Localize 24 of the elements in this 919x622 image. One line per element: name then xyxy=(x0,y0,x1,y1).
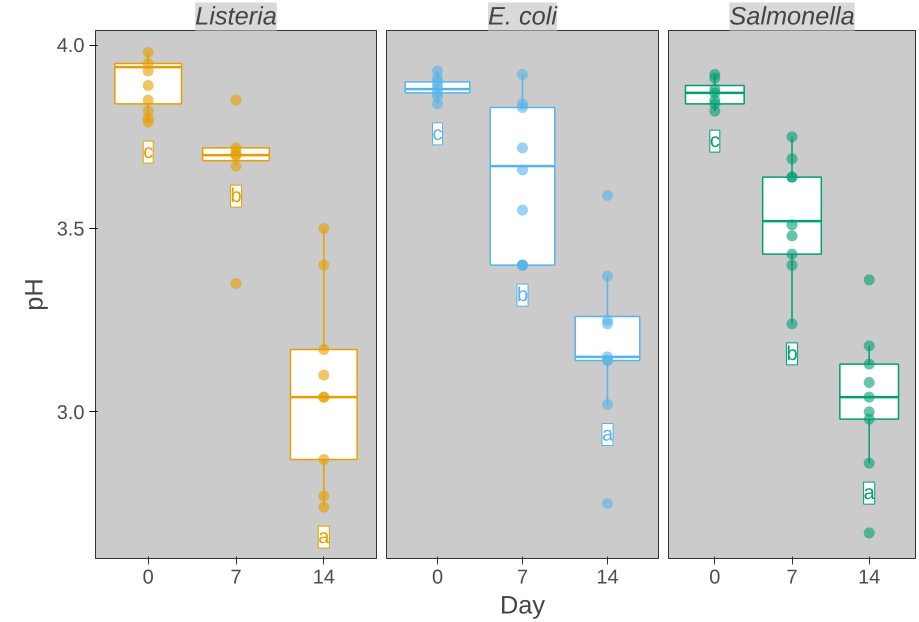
y-axis-title: pH xyxy=(20,278,49,311)
x-tick-label: 7 xyxy=(786,566,798,588)
y-tick-label: 3.5 xyxy=(56,218,85,240)
annotation: b xyxy=(516,284,528,306)
chart-title: E. coli xyxy=(488,2,558,30)
annotation: c xyxy=(432,122,442,145)
annotation: a xyxy=(864,482,876,504)
x-tick-label: 14 xyxy=(312,566,335,588)
annotation: c xyxy=(710,130,720,152)
annotation: a xyxy=(318,526,330,548)
annotation: b xyxy=(786,342,798,365)
x-tick-label: 7 xyxy=(230,566,242,588)
x-tick-label: 0 xyxy=(432,566,444,588)
x-tick-label: 0 xyxy=(142,566,154,588)
x-tick-label: 14 xyxy=(858,566,880,588)
y-tick-label: 3.0 xyxy=(56,402,85,424)
x-axis-title: Day xyxy=(500,592,546,620)
x-tick-label: 14 xyxy=(596,566,619,588)
y-tick-label: 4.0 xyxy=(56,35,85,58)
chart-title: Listeria xyxy=(195,2,277,30)
x-tick-label: 0 xyxy=(709,566,720,588)
annotation: b xyxy=(230,185,242,208)
x-tick-label: 7 xyxy=(516,566,528,588)
chart-title: Salmonella xyxy=(729,2,855,30)
